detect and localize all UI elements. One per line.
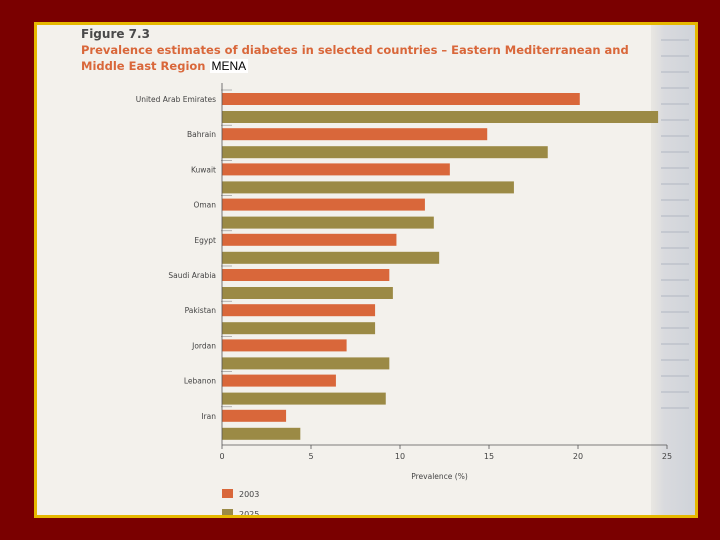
category-label: Oman — [193, 201, 216, 210]
category-label: Lebanon — [184, 377, 216, 386]
bar-2025 — [222, 287, 393, 299]
x-tick-label: 5 — [308, 452, 313, 461]
x-axis-group: 0 5 10 15 20 25 Prevalence (%) — [219, 83, 672, 481]
legend-swatch-2003 — [222, 489, 233, 498]
x-tick-label: 0 — [219, 452, 224, 461]
bar-2003 — [222, 269, 390, 281]
bar-2003 — [222, 198, 425, 211]
category-label: Egypt — [194, 236, 216, 245]
bar-2003 — [222, 409, 287, 422]
category-label: United Arab Emirates — [136, 95, 216, 104]
x-tick-label: 15 — [484, 452, 494, 461]
bar-2003 — [222, 163, 450, 176]
legend-label: 2003 — [239, 490, 259, 499]
bar-2003 — [222, 304, 376, 317]
legend-swatch-2025 — [222, 509, 233, 515]
figure-title-text: Prevalence estimates of diabetes in sele… — [81, 43, 629, 73]
x-tick-label: 10 — [395, 452, 405, 461]
bar-2025 — [222, 181, 514, 194]
x-tick-label: 25 — [662, 452, 672, 461]
bar-2025 — [222, 111, 659, 123]
bar-2003 — [222, 374, 336, 387]
x-tick-label: 20 — [573, 452, 583, 461]
bar-chart: United Arab Emirates Bahrain Kuwait Oman Egy… — [136, 83, 672, 515]
bar-2025 — [222, 322, 376, 335]
bar-2003 — [222, 93, 580, 105]
bar-2025 — [222, 251, 440, 264]
legend-group: 2003 2025 — [222, 489, 259, 515]
x-axis-label: Prevalence (%) — [411, 472, 468, 481]
category-label: Iran — [201, 412, 216, 421]
category-label: Saudi Arabia — [168, 271, 216, 280]
mena-overlay-label: MENA — [209, 59, 249, 73]
bar-2025 — [222, 146, 548, 159]
figure-label: Figure 7.3 — [81, 27, 150, 41]
category-label: Pakistan — [185, 306, 217, 315]
bar-2025 — [222, 392, 386, 405]
category-label: Bahrain — [187, 130, 216, 139]
category-label: Kuwait — [191, 165, 216, 174]
category-label: Jordan — [191, 341, 216, 350]
category-labels-group: United Arab Emirates Bahrain Kuwait Oman Egy… — [136, 95, 217, 421]
bar-2025 — [222, 216, 434, 229]
bars-group — [221, 89, 659, 440]
bar-2025 — [222, 357, 390, 370]
figure-title: Prevalence estimates of diabetes in sele… — [81, 42, 641, 74]
slide-frame: Figure 7.3 Prevalence estimates of diabe… — [34, 22, 698, 518]
bar-2025 — [222, 427, 301, 440]
legend-label: 2025 — [239, 510, 259, 515]
bar-2003 — [222, 128, 488, 141]
page-edge-decoration — [651, 25, 695, 515]
bar-2003 — [222, 339, 347, 352]
bar-2003 — [222, 233, 397, 246]
